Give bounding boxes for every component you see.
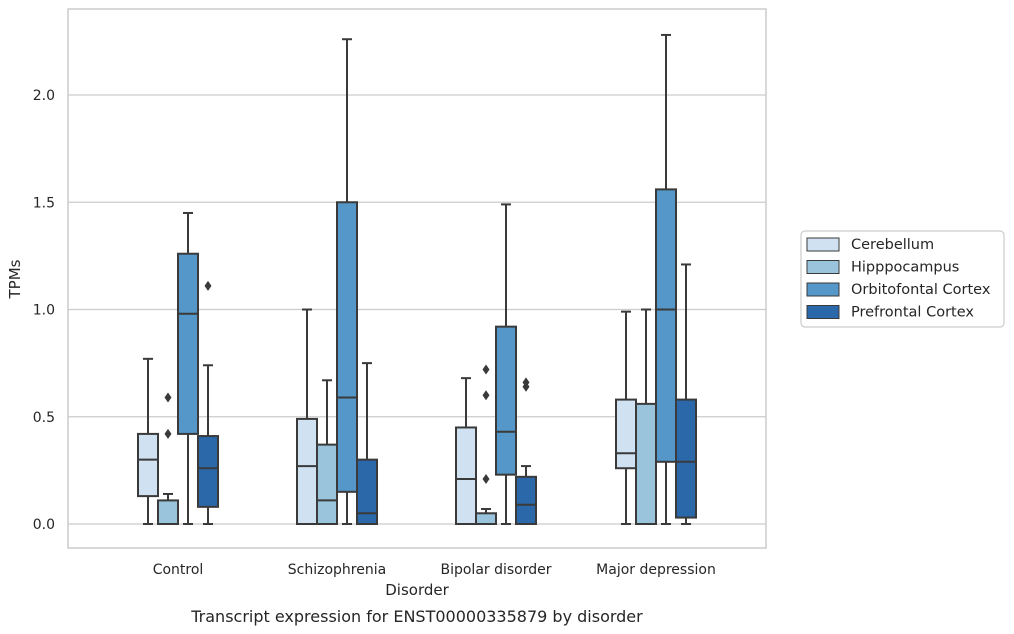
outlier-point (482, 364, 490, 375)
box-prefrontal-cortex-1 (356, 362, 378, 525)
box-prefrontal-cortex-0 (197, 280, 219, 525)
legend-label: Hipppocampus (851, 260, 959, 276)
outlier-point (164, 392, 172, 403)
box-iqr (675, 398, 697, 519)
box-orbitofontal-cortex-0 (177, 211, 199, 525)
box-hipppocampus-3 (635, 308, 657, 526)
x-tick-label: Bipolar disorder (440, 562, 551, 578)
y-tick-label: 2.0 (33, 88, 55, 104)
box-orbitofontal-cortex-1 (336, 38, 358, 525)
box-iqr (655, 188, 677, 463)
y-tick-label: 0.0 (33, 517, 55, 533)
box-iqr (356, 458, 378, 525)
legend-swatch (806, 237, 840, 252)
box-prefrontal-cortex-2 (515, 377, 537, 525)
x-tick-label: Major depression (596, 562, 716, 578)
x-tick-label: Schizophrenia (288, 562, 386, 578)
box-iqr (197, 435, 219, 508)
legend-swatch (806, 305, 840, 319)
legend: Cerebellum Hipppocampus Orbitofontal Corte… (800, 230, 1005, 328)
legend-label: Orbitofontal Cortex (851, 282, 991, 298)
chart-caption: Transcript expression for ENST0000033587… (190, 607, 643, 626)
box-iqr (615, 398, 637, 470)
outlier-point (482, 473, 490, 484)
box-iqr (157, 499, 179, 525)
box-hipppocampus-1 (316, 379, 338, 526)
box-iqr (137, 432, 159, 498)
box-iqr (515, 475, 537, 525)
legend-frame (800, 230, 1005, 328)
box-iqr (336, 201, 358, 493)
y-tick-label: 0.5 (33, 410, 55, 426)
y-axis-label: TPMs (6, 259, 24, 299)
box-hipppocampus-2 (475, 364, 497, 526)
legend-swatch (806, 282, 840, 297)
box-orbitofontal-cortex-3 (655, 33, 677, 525)
box-orbitofontal-cortex-2 (495, 203, 517, 525)
legend-swatch (806, 260, 840, 274)
outlier-point (522, 377, 530, 388)
x-tick-label: Control (153, 562, 204, 578)
box-iqr (635, 402, 657, 526)
box-iqr (455, 426, 477, 526)
y-tick-label: 1.5 (33, 195, 55, 211)
box-iqr (495, 325, 517, 476)
box-iqr (177, 252, 199, 435)
y-tick-label: 1.0 (33, 303, 55, 319)
box-iqr (475, 512, 497, 526)
outlier-point (204, 280, 212, 291)
box-iqr (316, 443, 338, 526)
box-prefrontal-cortex-3 (675, 263, 697, 525)
outlier-point (164, 428, 172, 439)
x-tick-labels: Control Schizophrenia Bipolar disorder Majo… (153, 562, 716, 578)
outlier-point (482, 390, 490, 401)
box-cerebellum-2 (455, 377, 477, 526)
legend-label: Prefrontal Cortex (851, 305, 974, 321)
plot-area-frame (67, 8, 767, 549)
box-iqr (296, 417, 318, 525)
box-layer (137, 33, 697, 526)
x-axis-label: Disorder (385, 581, 449, 599)
box-cerebellum-3 (615, 310, 637, 525)
y-tick-labels: 0.0 0.5 1.0 1.5 2.0 (33, 88, 55, 533)
box-cerebellum-0 (137, 357, 159, 525)
box-hipppocampus-0 (157, 392, 179, 525)
legend-label: Cerebellum (851, 237, 934, 253)
